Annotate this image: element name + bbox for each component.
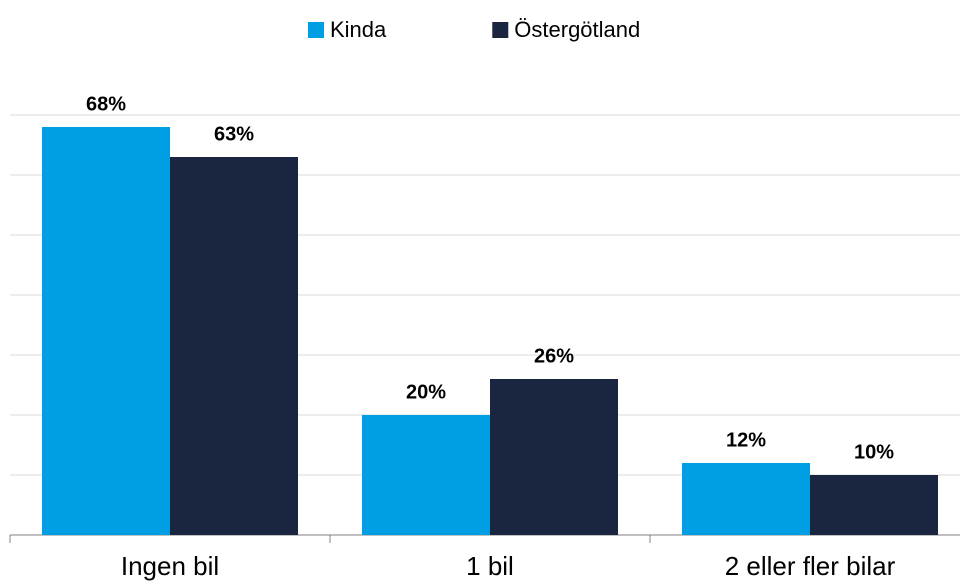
bar	[810, 475, 938, 535]
bar	[170, 157, 298, 535]
x-tick-label: Ingen bil	[121, 551, 219, 581]
x-tick-label: 1 bil	[466, 551, 514, 581]
value-label: 10%	[854, 441, 894, 463]
value-label: 20%	[406, 381, 446, 403]
value-label: 12%	[726, 429, 766, 451]
value-label: 26%	[534, 345, 574, 367]
legend-swatch	[492, 22, 509, 38]
legend-label: Kinda	[330, 17, 387, 42]
bar	[490, 379, 618, 535]
bar	[362, 415, 490, 535]
legend-label: Östergötland	[514, 17, 640, 42]
bar	[42, 127, 170, 535]
value-label: 63%	[214, 123, 254, 145]
x-tick-label: 2 eller fler bilar	[725, 551, 896, 581]
bar	[682, 463, 810, 535]
value-label: 68%	[86, 93, 126, 115]
legend-swatch	[308, 22, 324, 38]
